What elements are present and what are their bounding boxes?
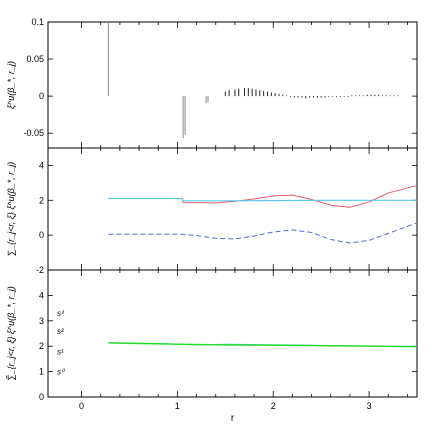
y-tick-label: 0.1 xyxy=(31,17,44,27)
y-tick-label: 3 xyxy=(39,316,44,326)
series-annotation: s¹ xyxy=(57,347,64,356)
y-axis-label: ∑_{r_j<r, ξ} ξ^u(β_*, r_j) xyxy=(6,162,16,257)
y-tick-label: 4 xyxy=(39,290,44,300)
panel-bottom-smoothed-sum: 4 3 2 1 0 0 1 2 3 r ∑̃_{r_j<r, ξ} ξ^u(β_*, r_j) s³ s… xyxy=(5,269,418,424)
y-tick-label: 2 xyxy=(39,195,44,205)
series-line xyxy=(108,222,418,244)
panel-top-xi-values: 0.1 0.05 0 -0.05 ξ^u(β_*, r_j) xyxy=(6,17,418,149)
y-tick-label: -2 xyxy=(36,265,44,275)
y-tick-label: 1 xyxy=(39,367,44,377)
plot-frame xyxy=(47,269,418,398)
series-line xyxy=(108,342,418,348)
series-line xyxy=(108,185,418,208)
y-tick-label: 0 xyxy=(39,91,44,101)
plot-frame xyxy=(47,21,418,149)
y-tick-label: 4 xyxy=(39,160,44,170)
series-annotation: s² xyxy=(57,327,64,336)
y-axis-label: ξ^u(β_*, r_j) xyxy=(6,61,16,109)
panel-middle-cumulative-sum: 4 2 0 -2 ∑_{r_j<r, ξ} ξ^u(β_*, r_j) xyxy=(6,147,418,275)
y-tick-label: -0.05 xyxy=(23,128,44,138)
y-tick-label: 0 xyxy=(39,392,44,402)
plot-frame xyxy=(47,147,418,271)
series-line xyxy=(108,197,417,202)
x-tick-label: 2 xyxy=(271,401,276,411)
x-tick-label: 1 xyxy=(175,401,180,411)
y-axis-label: ∑̃_{r_j<r, ξ} ξ^u(β_*, r_j) xyxy=(5,286,16,381)
series-annotation: s³ xyxy=(57,309,64,318)
x-axis-label: r xyxy=(231,413,235,424)
y-tick-label: 0 xyxy=(39,230,44,240)
series-annotation: s⁰ xyxy=(57,368,66,377)
y-tick-label: 2 xyxy=(39,341,44,351)
x-tick-label: 0 xyxy=(79,401,84,411)
x-tick-label: 3 xyxy=(367,401,372,411)
y-tick-label: 0.05 xyxy=(26,54,44,64)
